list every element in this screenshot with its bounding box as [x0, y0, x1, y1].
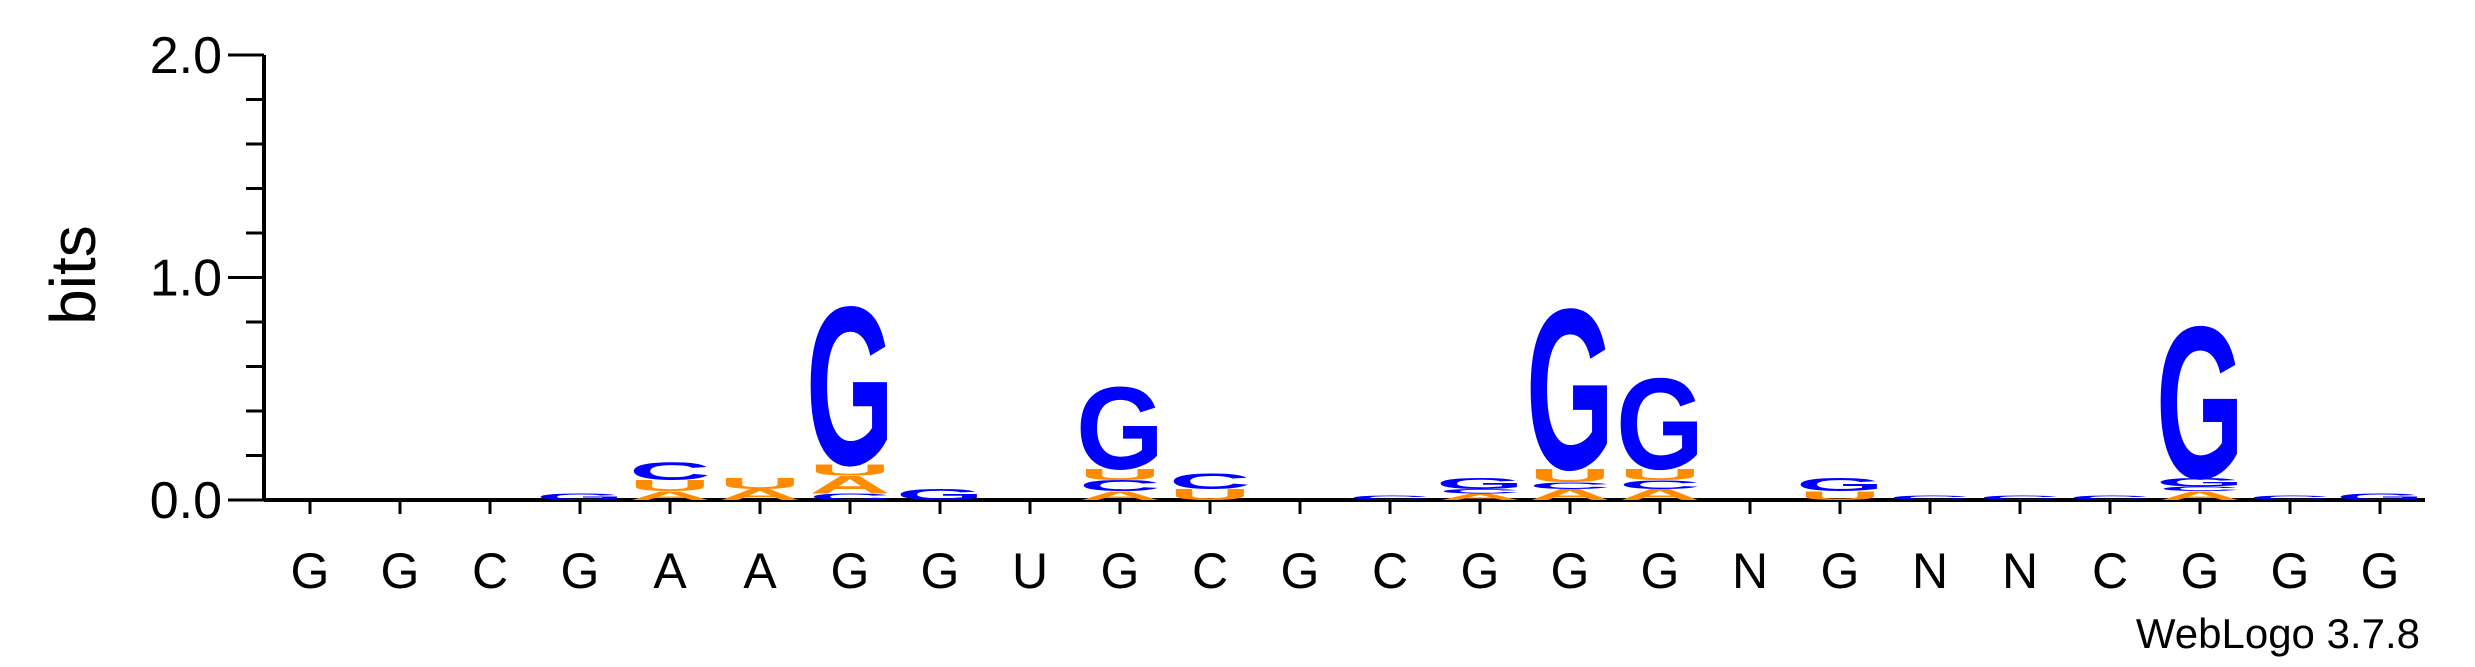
x-tick-label: G: [2271, 543, 2310, 599]
logo-letter-c: C: [1079, 477, 1161, 494]
logo-letter-c: C: [1169, 469, 1251, 493]
logo-letter-c: C: [1439, 488, 1521, 495]
logo-letter-g: G: [536, 492, 624, 502]
x-tick-label: G: [381, 543, 420, 599]
logo-letter-a: A: [1529, 486, 1611, 503]
logo-letter-a: A: [1439, 492, 1521, 502]
logo-letter-c: C: [1979, 494, 2061, 501]
y-tick-label: 1.0: [150, 250, 222, 308]
logo-letter-c: C: [809, 492, 891, 502]
logo-letter-u: U: [1529, 466, 1611, 487]
logo-letter-g: G: [2336, 492, 2424, 502]
y-tick-label: 0.0: [150, 472, 222, 530]
x-tick-label: G: [2361, 543, 2400, 599]
logo-letter-c: C: [1619, 478, 1701, 492]
x-tick-label: C: [2092, 543, 2128, 599]
logo-letter-c: C: [2069, 494, 2151, 501]
x-tick-label: G: [921, 543, 960, 599]
logo-letter-u: U: [1799, 489, 1881, 503]
x-tick-label: U: [1012, 543, 1048, 599]
x-tick-label: G: [1101, 543, 1140, 599]
x-tick-label: C: [472, 543, 508, 599]
x-tick-label: G: [1551, 543, 1590, 599]
logo-letter-g: G: [896, 486, 984, 503]
logo-letter-c: C: [629, 458, 711, 486]
x-tick-label: A: [743, 543, 777, 599]
logo-letter-c: C: [1349, 494, 1431, 501]
logo-letter-c: C: [2249, 494, 2331, 501]
x-tick-label: C: [1192, 543, 1228, 599]
logo-letter-u: U: [1619, 466, 1701, 483]
x-tick-label: N: [1912, 543, 1948, 599]
x-tick-label: G: [1821, 543, 1860, 599]
logo-letter-g: G: [1076, 363, 1164, 495]
logo-letter-g: G: [1616, 350, 1704, 496]
logo-letter-g: G: [806, 259, 894, 512]
logo-letter-a: A: [719, 486, 801, 503]
logo-letter-u: U: [809, 462, 891, 479]
x-tick-label: G: [1281, 543, 1320, 599]
y-tick-label: 2.0: [150, 27, 222, 85]
logo-letter-a: A: [629, 489, 711, 503]
logo-letter-c: C: [2159, 486, 2241, 493]
x-tick-label: G: [561, 543, 600, 599]
x-tick-label: G: [1461, 543, 1500, 599]
logo-letter-a: A: [1619, 486, 1701, 503]
x-tick-label: G: [1641, 543, 1680, 599]
logo-letter-g: G: [1796, 475, 1884, 496]
logo-letter-u: U: [1079, 466, 1161, 483]
logo-letter-c: C: [1529, 481, 1611, 491]
y-axis-label: bits: [37, 225, 109, 325]
x-tick-label: C: [1372, 543, 1408, 599]
x-tick-label: G: [291, 543, 330, 599]
x-tick-label: G: [831, 543, 870, 599]
axes: 0.0 1.0 2.0: [150, 27, 2425, 530]
logo-letter-g: G: [1436, 475, 1524, 492]
logo-letter-g: G: [1526, 262, 1614, 518]
logo-letter-g: G: [2156, 281, 2244, 524]
weblogo-version-label: WebLogo 3.7.8: [2136, 610, 2420, 657]
logo-letter-a: A: [809, 471, 891, 499]
x-tick-label: N: [2002, 543, 2038, 599]
logo-letter-g: G: [2156, 476, 2244, 490]
logo-letter-a: A: [2159, 489, 2241, 503]
x-tick-label: A: [653, 543, 687, 599]
logo-letter-u: U: [719, 475, 801, 492]
logo-letter-u: U: [629, 477, 711, 494]
x-tick-label: G: [2181, 543, 2220, 599]
logo-letter-u: U: [1169, 486, 1251, 503]
logo-letter-a: A: [1079, 489, 1161, 503]
logo-letter-c: C: [1889, 494, 1971, 501]
x-tick-label: N: [1732, 543, 1768, 599]
